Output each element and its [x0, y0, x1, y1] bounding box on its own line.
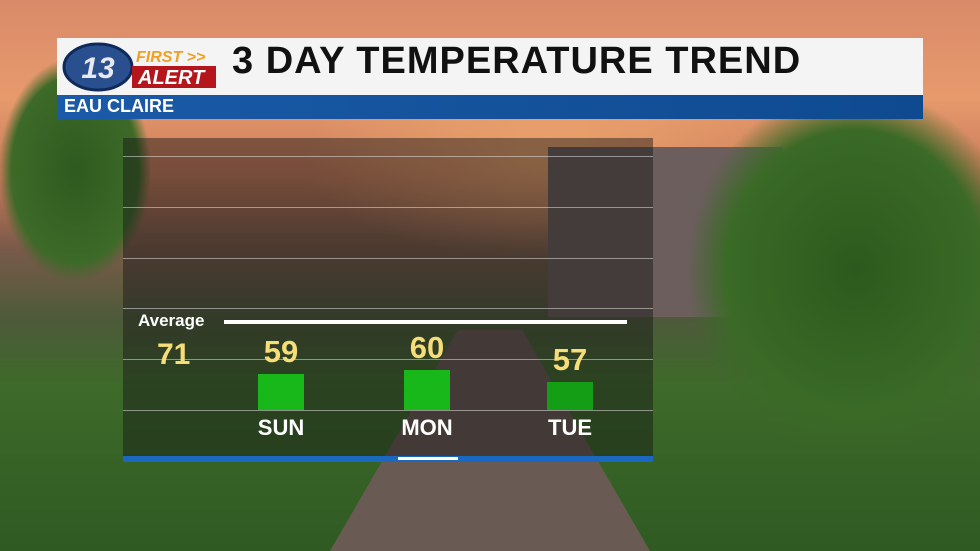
- chart-panel: Average 71 59 SUN 60 MON 57 TUE: [123, 138, 653, 462]
- value-label: 57: [552, 342, 588, 377]
- background-trees: [690, 90, 980, 450]
- average-label: Average: [138, 311, 205, 330]
- bar-tue: [547, 382, 593, 410]
- svg-text:ALERT: ALERT: [137, 67, 206, 89]
- first-alert-logo: 13 FIRST >> ALERT: [62, 42, 216, 92]
- gridline: [123, 410, 653, 411]
- gridline: [123, 156, 653, 157]
- bar-mon: [404, 370, 450, 410]
- page-title: 3 DAY TEMPERATURE TREND: [232, 40, 802, 82]
- value-label: 60: [409, 330, 445, 365]
- day-label: SUN: [257, 415, 305, 440]
- location-label: EAU CLAIRE: [64, 96, 175, 116]
- average-value: 71: [157, 338, 191, 371]
- gridline: [123, 359, 653, 360]
- location-bar: EAU CLAIRE: [57, 95, 923, 119]
- average-line: [224, 320, 627, 324]
- value-label: 59: [263, 334, 299, 369]
- day-label: MON: [401, 415, 453, 440]
- gridline: [123, 308, 653, 309]
- bottom-accent-bar: [123, 456, 653, 462]
- gridline: [123, 258, 653, 259]
- svg-text:FIRST >>: FIRST >>: [136, 49, 205, 66]
- bar-sun: [258, 374, 304, 410]
- logo-number: 13: [81, 52, 115, 85]
- day-label: TUE: [548, 415, 592, 440]
- gridline: [123, 207, 653, 208]
